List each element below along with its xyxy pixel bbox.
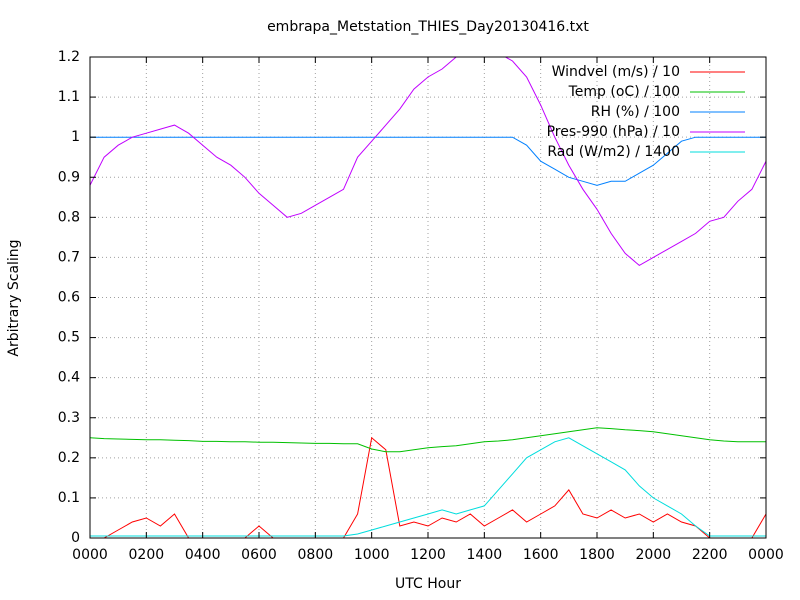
y-tick-label: 0.2	[58, 450, 80, 466]
series-line	[90, 427, 766, 453]
series-line	[90, 136, 766, 186]
series-line	[90, 57, 766, 267]
legend-label: Temp (oC) / 100	[568, 84, 680, 100]
x-tick-label: 0800	[298, 547, 334, 563]
series-line	[90, 436, 766, 538]
x-tick-label: 1400	[467, 547, 503, 563]
x-tick-label: 2200	[692, 547, 728, 563]
x-tick-label: 2000	[636, 547, 672, 563]
y-tick-label: 0.3	[58, 410, 80, 426]
legend: Windvel (m/s) / 10 Temp (oC) / 100 RH (%) …	[547, 64, 745, 160]
x-tick-label: 1800	[579, 547, 615, 563]
x-tick-label: 0000	[748, 547, 784, 563]
x-tick-label: 0000	[72, 547, 108, 563]
y-tick-label: 0.5	[58, 330, 80, 346]
y-tick-label: 0.8	[58, 209, 80, 225]
y-tick-label: 0	[71, 530, 80, 546]
x-tick-label: 0600	[241, 547, 277, 563]
y-tick-label: 0.7	[58, 249, 80, 265]
x-tick-label: 0200	[129, 547, 165, 563]
legend-label: Windvel (m/s) / 10	[552, 64, 680, 80]
y-tick-label: 1.1	[58, 89, 80, 105]
x-tick-label: 1000	[354, 547, 390, 563]
x-axis-label: UTC Hour	[395, 576, 461, 592]
legend-label: RH (%) / 100	[591, 104, 680, 120]
y-tick-label: 1.2	[58, 49, 80, 65]
legend-label: Rad (W/m2) / 1400	[547, 144, 680, 160]
y-tick-label: 0.6	[58, 290, 80, 306]
legend-label: Pres-990 (hPa) / 10	[547, 124, 680, 140]
y-axis-label: Arbitrary Scaling	[6, 239, 22, 356]
x-tick-label: 1200	[410, 547, 446, 563]
y-tick-label: 0.4	[58, 370, 80, 386]
x-tick-label: 0400	[185, 547, 221, 563]
y-tick-label: 0.9	[58, 169, 80, 185]
x-tick-label: 1600	[523, 547, 559, 563]
y-tick-label: 0.1	[58, 490, 80, 506]
chart-title: embrapa_Metstation_THIES_Day20130416.txt	[267, 19, 589, 35]
y-tick-label: 1	[71, 129, 80, 145]
